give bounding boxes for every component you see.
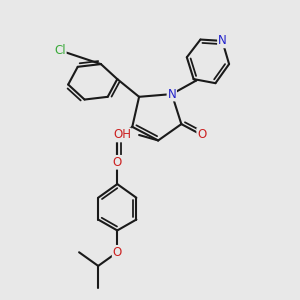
Text: O: O bbox=[112, 156, 122, 169]
Text: N: N bbox=[167, 88, 176, 100]
Text: O: O bbox=[112, 246, 122, 259]
Text: OH: OH bbox=[113, 128, 131, 142]
Text: N: N bbox=[218, 34, 226, 47]
Text: O: O bbox=[197, 128, 206, 142]
Text: Cl: Cl bbox=[54, 44, 66, 57]
